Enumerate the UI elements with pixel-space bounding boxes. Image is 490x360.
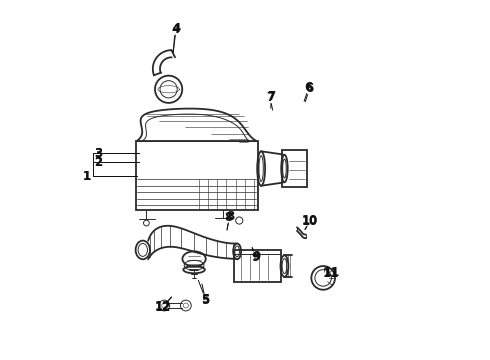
- Text: 6: 6: [305, 82, 314, 95]
- Text: 11: 11: [323, 267, 339, 280]
- Text: 8: 8: [226, 210, 234, 223]
- Text: 4: 4: [172, 22, 180, 35]
- Text: 11: 11: [324, 266, 340, 279]
- Text: 4: 4: [171, 23, 179, 36]
- Text: 12: 12: [155, 300, 172, 313]
- Bar: [136, 140, 258, 211]
- Text: 6: 6: [305, 81, 313, 94]
- Text: 10: 10: [302, 214, 318, 227]
- Text: 8: 8: [225, 211, 233, 224]
- Bar: [234, 250, 281, 282]
- Text: 10: 10: [301, 215, 318, 228]
- Text: 9: 9: [252, 251, 260, 264]
- Text: 9: 9: [252, 249, 261, 262]
- Text: 2: 2: [94, 156, 102, 168]
- Text: 7: 7: [267, 90, 275, 103]
- Text: 1: 1: [83, 170, 91, 183]
- Text: 7: 7: [266, 91, 274, 104]
- Text: 1: 1: [83, 170, 91, 183]
- Text: 12: 12: [154, 301, 171, 314]
- Text: 3: 3: [94, 147, 102, 159]
- Text: 3: 3: [94, 147, 102, 159]
- Text: 2: 2: [94, 156, 102, 168]
- Bar: [282, 150, 307, 187]
- Text: 5: 5: [201, 293, 210, 306]
- Text: 5: 5: [201, 294, 210, 307]
